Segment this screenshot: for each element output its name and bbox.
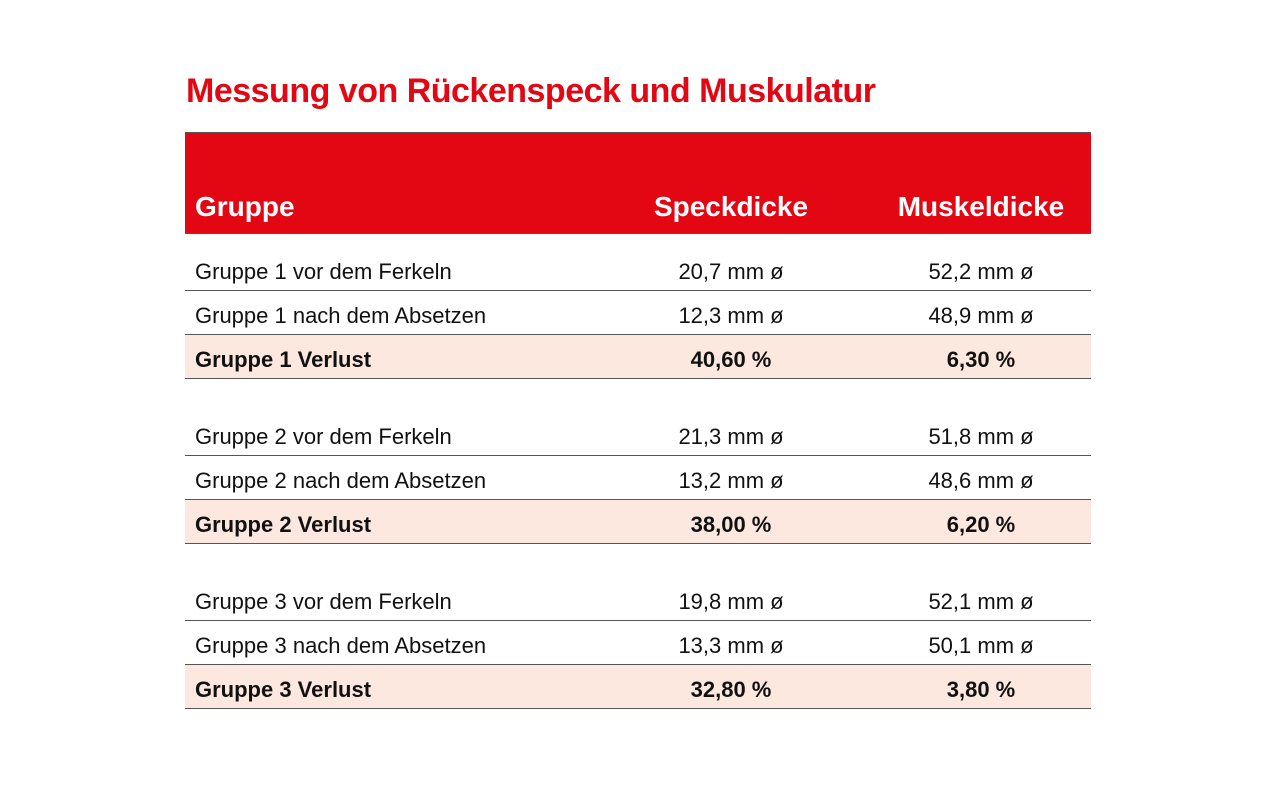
table-row: Gruppe 1 vor dem Ferkeln 20,7 mm ø 52,2 mm…: [185, 251, 1091, 291]
speckdicke-value: 19,8 mm ø: [678, 589, 784, 614]
table-row: Gruppe 1 nach dem Absetzen 12,3 mm ø 48,9 …: [185, 291, 1091, 335]
page-title: Messung von Rückenspeck und Muskulatur: [186, 72, 876, 110]
speckdicke-value: 40,60 %: [690, 347, 772, 372]
column-header-label: Muskeldicke: [897, 191, 1065, 222]
speckdicke-value: 38,00 %: [690, 512, 772, 537]
row-label: Gruppe 1 Verlust: [195, 347, 372, 372]
loss-row: Gruppe 2 Verlust 38,00 % 6,20 %: [185, 500, 1091, 544]
speckdicke-value: 32,80 %: [690, 677, 772, 702]
row-label: Gruppe 2 nach dem Absetzen: [195, 468, 487, 493]
row-label: Gruppe 2 vor dem Ferkeln: [195, 424, 452, 449]
speckdicke-value: 20,7 mm ø: [678, 259, 784, 284]
row-label: Gruppe 2 Verlust: [195, 512, 372, 537]
row-label: Gruppe 3 Verlust: [195, 677, 372, 702]
speckdicke-value: 13,3 mm ø: [678, 633, 784, 658]
muskeldicke-value: 50,1 mm ø: [928, 633, 1034, 658]
table-header: Gruppe Speckdicke Muskeldicke: [185, 132, 1091, 234]
row-label: Gruppe 1 nach dem Absetzen: [195, 303, 487, 328]
row-label: Gruppe 3 nach dem Absetzen: [195, 633, 487, 658]
column-header-gruppe: Gruppe: [195, 191, 295, 222]
muskeldicke-value: 52,2 mm ø: [928, 259, 1034, 284]
table-row: Gruppe 2 vor dem Ferkeln 21,3 mm ø 51,8 mm…: [185, 416, 1091, 456]
speckdicke-value: 21,3 mm ø: [678, 424, 784, 449]
measurement-table: Gruppe Speckdicke Muskeldicke Gruppe 1 v…: [185, 132, 1091, 709]
muskeldicke-value: 48,9 mm ø: [928, 303, 1034, 328]
table-row: Gruppe 3 nach dem Absetzen 13,3 mm ø 50,1 …: [185, 621, 1091, 665]
speckdicke-value: 13,2 mm ø: [678, 468, 784, 493]
column-header-label: Speckdicke: [653, 191, 809, 222]
muskeldicke-value: 6,30 %: [946, 347, 1016, 372]
group-spacer: [185, 544, 1091, 581]
muskeldicke-value: 48,6 mm ø: [928, 468, 1034, 493]
speckdicke-value: 12,3 mm ø: [678, 303, 784, 328]
muskeldicke-value: 3,80 %: [946, 677, 1016, 702]
group-spacer: [185, 234, 1091, 251]
group-spacer: [185, 379, 1091, 416]
loss-row: Gruppe 1 Verlust 40,60 % 6,30 %: [185, 335, 1091, 379]
muskeldicke-value: 51,8 mm ø: [928, 424, 1034, 449]
muskeldicke-value: 6,20 %: [946, 512, 1016, 537]
muskeldicke-value: 52,1 mm ø: [928, 589, 1034, 614]
row-label: Gruppe 3 vor dem Ferkeln: [195, 589, 452, 614]
table-row: Gruppe 3 vor dem Ferkeln 19,8 mm ø 52,1 mm…: [185, 581, 1091, 621]
row-label: Gruppe 1 vor dem Ferkeln: [195, 259, 452, 284]
table-row: Gruppe 2 nach dem Absetzen 13,2 mm ø 48,6 …: [185, 456, 1091, 500]
loss-row: Gruppe 3 Verlust 32,80 % 3,80 %: [185, 665, 1091, 709]
table-body: Gruppe 1 vor dem Ferkeln 20,7 mm ø 52,2 mm…: [185, 234, 1091, 709]
